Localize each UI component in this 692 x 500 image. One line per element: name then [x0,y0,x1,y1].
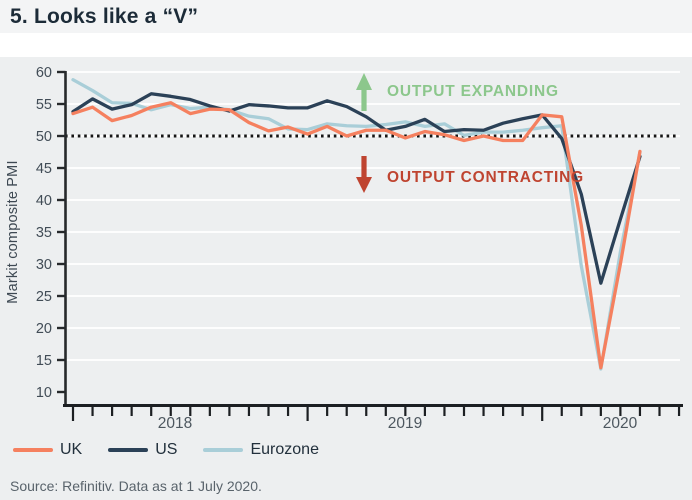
series-line-uk [71,101,642,370]
legend: UK US Eurozone [13,441,345,459]
annotations: OUTPUT EXPANDING OUTPUT CONTRACTING [356,73,584,193]
series-lines [71,78,642,371]
legend-label-eurozone: Eurozone [250,441,319,458]
y-tick-label: 20 [36,321,52,337]
y-tick-label: 10 [36,385,52,401]
x-axis: 2018 2019 2020 [63,404,683,432]
legend-label-uk: UK [60,441,83,458]
annotation-output-contracting: OUTPUT CONTRACTING [387,169,584,186]
up-arrow-icon [356,73,372,111]
annotation-output-expanding: OUTPUT EXPANDING [387,83,559,100]
gridlines [66,71,680,361]
y-tick-label: 25 [36,289,52,305]
legend-item-eurozone: Eurozone [203,441,319,459]
legend-swatch-uk [13,448,53,452]
legend-swatch-eurozone [203,448,244,452]
y-axis-title: Markit composite PMI [5,160,21,303]
series-line-eurozone [71,78,642,371]
legend-swatch-us [108,448,149,452]
legend-label-us: US [155,441,178,458]
y-tick-label: 50 [36,129,52,145]
y-tick-label: 55 [36,97,52,113]
x-year-label: 2019 [388,415,422,432]
page-title: 5. Looks like a “V” [10,4,199,28]
y-tick-label: 35 [36,225,52,241]
y-axis: 10 15 20 25 30 35 40 45 50 55 60 [36,65,67,405]
legend-item-us: US [108,441,177,459]
y-tick-label: 40 [36,193,52,209]
source-note: Source: Refinitiv. Data as at 1 July 202… [10,478,262,494]
y-tick-label: 60 [36,65,52,81]
title-bar: 5. Looks like a “V” [0,0,692,33]
legend-item-uk: UK [13,441,82,459]
y-tick-label: 15 [36,353,52,369]
series-line-us [71,92,642,285]
x-year-label: 2018 [158,415,192,432]
down-arrow-icon [356,156,372,193]
divider-band [0,33,692,57]
x-year-label: 2020 [603,415,638,432]
y-tick-label: 45 [36,161,52,177]
y-tick-label: 30 [36,257,52,273]
